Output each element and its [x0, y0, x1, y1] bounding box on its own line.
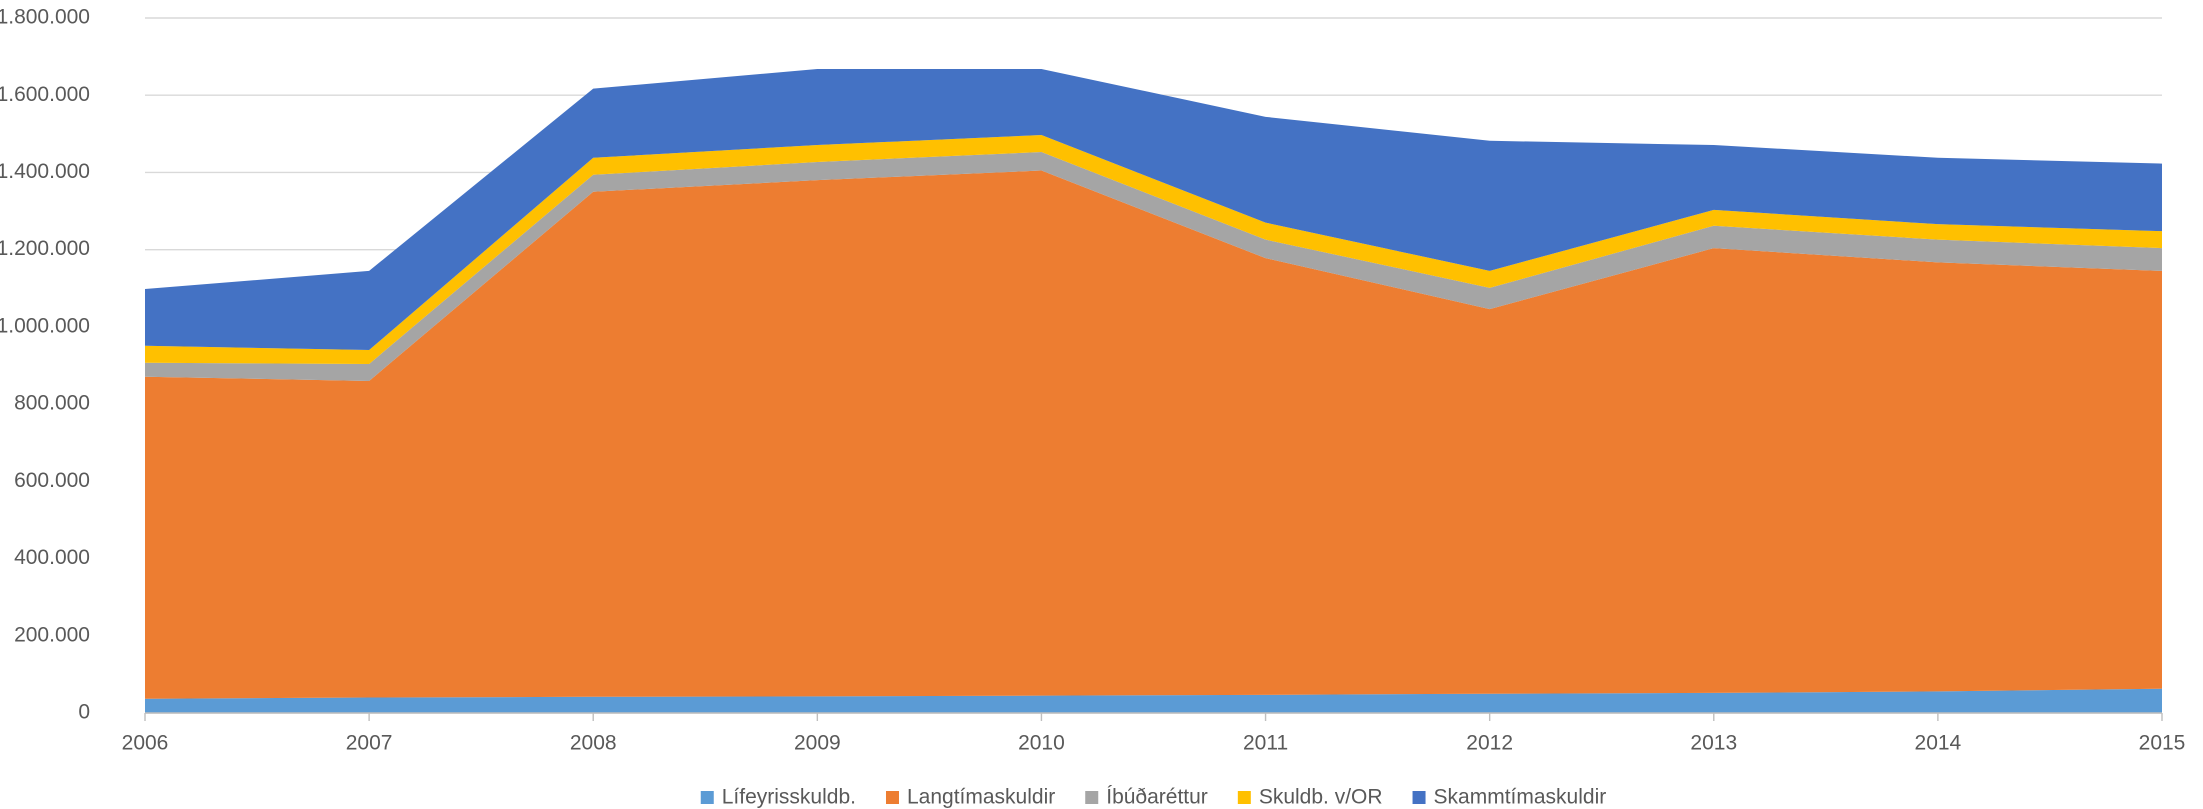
x-tick-label: 2010: [1018, 732, 1065, 755]
legend-label: Skuldb. v/OR: [1259, 786, 1383, 809]
x-tick-label: 2006: [122, 732, 169, 755]
legend-label: Íbúðaréttur: [1106, 786, 1208, 809]
y-tick-label: 200.000: [14, 623, 90, 646]
y-tick-label: 400.000: [14, 546, 90, 569]
legend-swatch: [700, 791, 714, 804]
legend-swatch: [885, 791, 899, 804]
area: [145, 170, 2162, 699]
area: [145, 68, 2162, 351]
x-tick-label: 2012: [1466, 732, 1513, 755]
x-tick-label: 2015: [2139, 732, 2186, 755]
x-tick-label: 2011: [1243, 732, 1288, 755]
x-tick-label: 2014: [1915, 732, 1962, 755]
y-tick-label: 1.400.000: [0, 160, 90, 183]
x-tick-label: 2013: [1690, 732, 1737, 755]
legend-swatch: [1237, 791, 1251, 804]
y-tick-label: 1.600.000: [0, 83, 90, 106]
legend-label: Skammtímaskuldir: [1434, 786, 1607, 809]
x-tick-label: 2009: [794, 732, 841, 755]
x-tick-label: 2008: [570, 732, 617, 755]
legend-swatch: [1412, 791, 1426, 804]
y-tick-label: 600.000: [14, 469, 90, 492]
legend-swatch: [1085, 791, 1099, 804]
y-tick-label: 1.200.000: [0, 237, 90, 260]
y-tick-label: 1.000.000: [0, 314, 90, 337]
area: [145, 688, 2162, 713]
x-tick-label: 2007: [346, 732, 393, 755]
legend-label: Lífeyrisskuldb.: [722, 786, 856, 809]
y-tick-label: 800.000: [14, 392, 90, 415]
y-tick-label: 0: [78, 701, 90, 724]
area: [145, 134, 2162, 364]
legend-label: Langtímaskuldir: [907, 786, 1055, 809]
y-tick-label: 1.800.000: [0, 6, 90, 29]
area: [145, 151, 2162, 381]
